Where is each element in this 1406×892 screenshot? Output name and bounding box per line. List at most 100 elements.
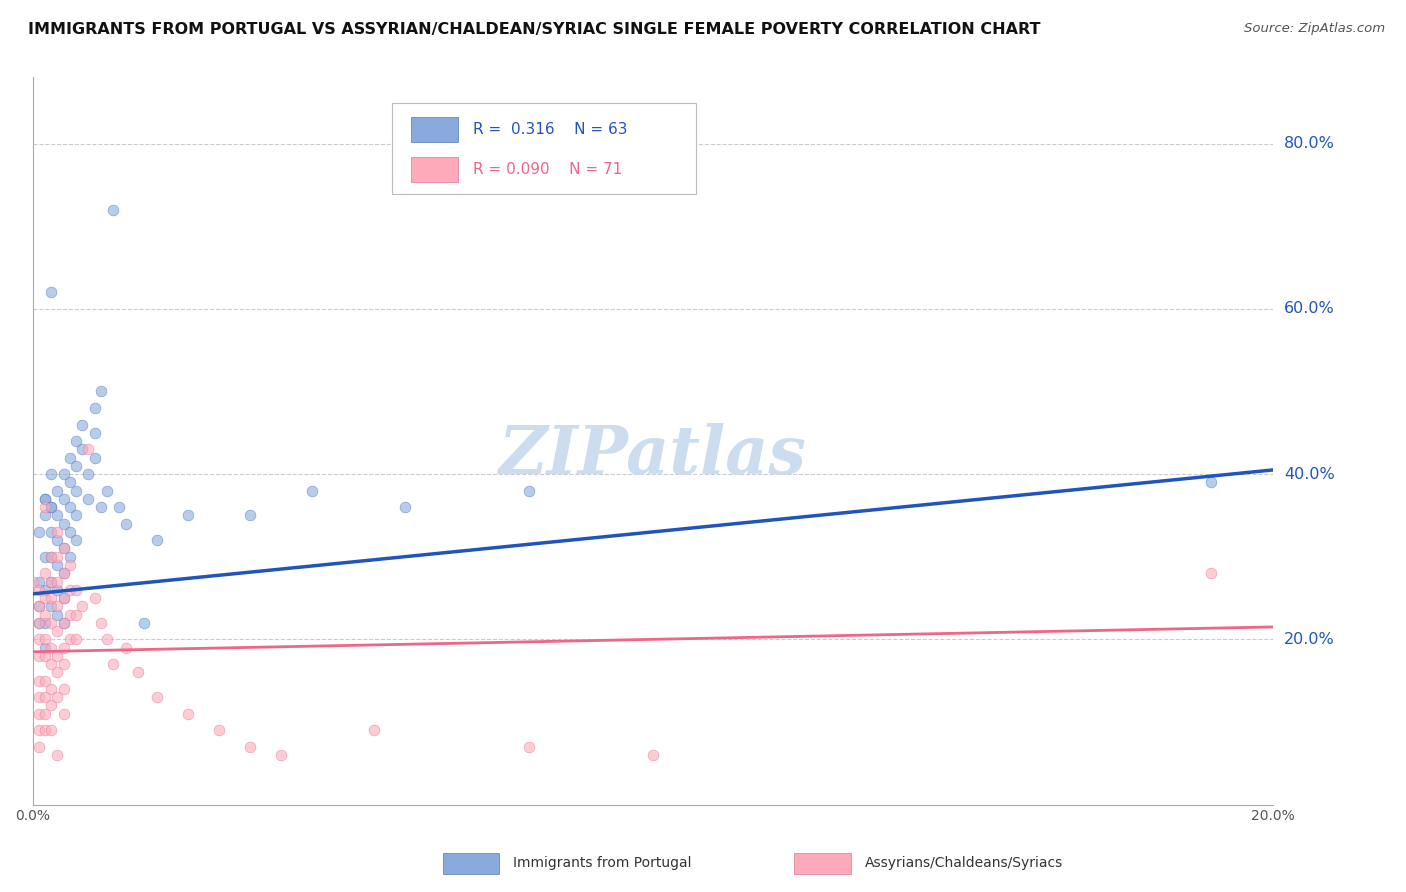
Point <box>34 508 56 523</box>
Point <box>46 607 69 622</box>
Point <box>39 615 62 630</box>
Point <box>52 640 75 655</box>
Point <box>517 483 540 498</box>
Text: Source: ZipAtlas.com: Source: ZipAtlas.com <box>1244 22 1385 36</box>
Point <box>34 632 56 647</box>
Point <box>207 723 229 738</box>
Point <box>39 591 62 605</box>
Point <box>28 615 51 630</box>
Point <box>65 434 87 448</box>
Point <box>39 500 62 515</box>
Point <box>28 599 51 614</box>
Point <box>34 500 56 515</box>
Point <box>96 632 118 647</box>
Point <box>90 384 112 399</box>
Point <box>114 640 136 655</box>
Point <box>34 566 56 581</box>
Point <box>108 500 131 515</box>
Point <box>96 483 118 498</box>
Point <box>176 508 198 523</box>
Point <box>127 665 149 680</box>
Point <box>34 640 56 655</box>
Text: IMMIGRANTS FROM PORTUGAL VS ASSYRIAN/CHALDEAN/SYRIAC SINGLE FEMALE POVERTY CORRE: IMMIGRANTS FROM PORTUGAL VS ASSYRIAN/CHA… <box>28 22 1040 37</box>
Point <box>101 657 124 672</box>
Point <box>46 648 69 663</box>
Point <box>46 690 69 705</box>
Point <box>641 747 664 762</box>
Point <box>65 508 87 523</box>
Point <box>114 516 136 531</box>
Point <box>70 599 93 614</box>
Point <box>52 706 75 721</box>
Point <box>46 665 69 680</box>
Point <box>394 500 416 515</box>
Point <box>1199 475 1222 490</box>
Point <box>28 574 51 589</box>
Point <box>39 467 62 481</box>
Point <box>46 582 69 597</box>
Point <box>28 632 51 647</box>
Point <box>34 607 56 622</box>
Point <box>46 533 69 548</box>
Point <box>83 401 105 415</box>
Point <box>52 541 75 556</box>
Point <box>34 582 56 597</box>
Point <box>46 599 69 614</box>
Point <box>46 483 69 498</box>
Point <box>28 524 51 539</box>
Point <box>39 285 62 300</box>
Point <box>90 500 112 515</box>
Point <box>34 549 56 564</box>
Point <box>39 574 62 589</box>
Point <box>34 615 56 630</box>
Point <box>59 558 82 572</box>
Point <box>39 681 62 696</box>
Point <box>39 640 62 655</box>
Point <box>28 648 51 663</box>
Point <box>83 450 105 465</box>
Point <box>90 615 112 630</box>
Point <box>46 549 69 564</box>
Point <box>52 591 75 605</box>
Point <box>39 657 62 672</box>
Point <box>70 417 93 432</box>
Point <box>21 574 44 589</box>
Point <box>65 458 87 473</box>
Point <box>70 442 93 457</box>
Point <box>77 442 100 457</box>
Point <box>59 582 82 597</box>
Point <box>46 508 69 523</box>
Text: Assyrians/Chaldeans/Syriacs: Assyrians/Chaldeans/Syriacs <box>865 856 1063 871</box>
Point <box>52 467 75 481</box>
Point <box>34 491 56 506</box>
Point <box>145 690 167 705</box>
Point <box>34 723 56 738</box>
Point <box>39 549 62 564</box>
Point <box>28 723 51 738</box>
Text: 20.0%: 20.0% <box>1284 632 1334 647</box>
Point <box>52 491 75 506</box>
Point <box>52 516 75 531</box>
Point <box>39 698 62 713</box>
Point <box>52 566 75 581</box>
Text: Immigrants from Portugal: Immigrants from Portugal <box>513 856 692 871</box>
Point <box>77 467 100 481</box>
Point <box>52 657 75 672</box>
FancyBboxPatch shape <box>411 157 458 182</box>
Point <box>65 582 87 597</box>
Point <box>363 723 385 738</box>
Point <box>52 566 75 581</box>
Point <box>34 690 56 705</box>
Point <box>52 681 75 696</box>
Point <box>65 607 87 622</box>
Point <box>28 706 51 721</box>
Point <box>39 574 62 589</box>
Point <box>83 591 105 605</box>
Point <box>59 632 82 647</box>
Point <box>46 747 69 762</box>
Point <box>28 673 51 688</box>
Point <box>28 690 51 705</box>
Point <box>59 475 82 490</box>
Point <box>301 483 323 498</box>
Point <box>39 599 62 614</box>
